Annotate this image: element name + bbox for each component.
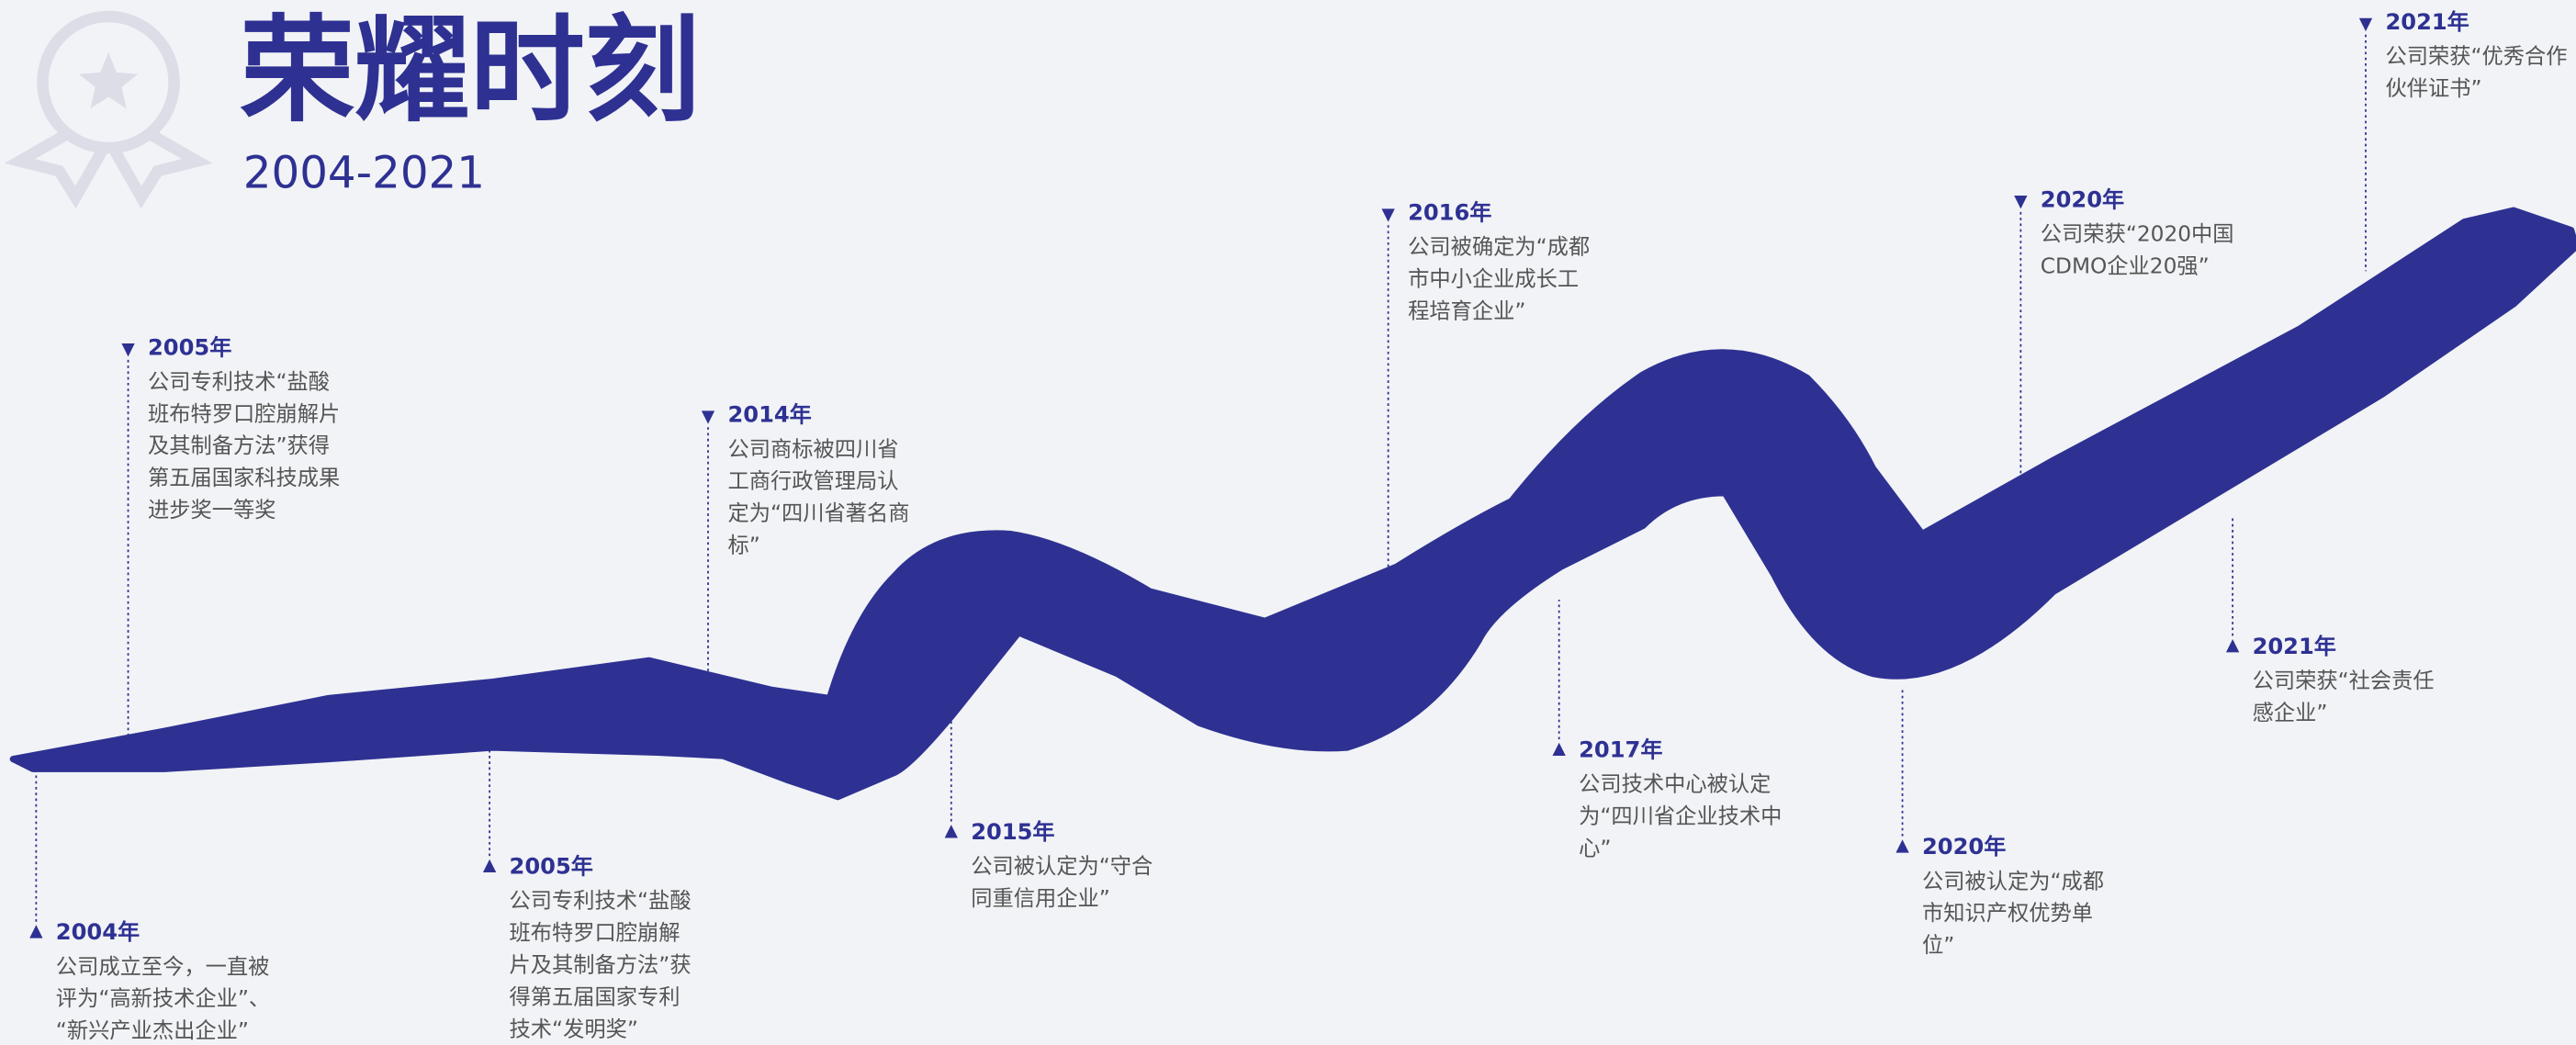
event-text: 定为“四川省著名商 — [727, 501, 909, 526]
event-text: 得第五届国家专利 — [510, 984, 681, 1009]
event-text: 技术“发明奖” — [510, 1017, 638, 1041]
event-text: 班布特罗口腔崩解片 — [148, 401, 340, 426]
timeline-event: 2005年公司专利技术“盐酸班布特罗口腔崩解片及其制备方法”获得第五届国家专利技… — [482, 747, 692, 1041]
event-text: 公司被认定为“守合 — [971, 854, 1153, 879]
event-text: 公司专利技术“盐酸 — [510, 889, 692, 914]
event-text: 市中小企业成长工 — [1408, 267, 1579, 292]
event-marker — [29, 925, 43, 938]
subtitle: 2004-2021 — [243, 148, 485, 199]
event-marker — [1552, 742, 1566, 757]
event-year: 2005年 — [510, 854, 593, 880]
event-year: 2017年 — [1579, 737, 1662, 763]
event-year: 2016年 — [1408, 200, 1491, 226]
event-text: 程培育企业” — [1408, 299, 1525, 324]
event-text: 公司荣获“社会责任 — [2253, 669, 2435, 693]
event-text: CDMO企业20强” — [2041, 253, 2210, 278]
event-text: 第五届国家科技成果 — [148, 466, 340, 490]
timeline-event: 2005年公司专利技术“盐酸班布特罗口腔崩解片及其制备方法”获得第五届国家科技成… — [121, 334, 340, 743]
event-text: 感企业” — [2253, 701, 2328, 725]
brush-stroke — [9, 207, 2576, 801]
event-text: 同重信用企业” — [971, 886, 1110, 911]
event-text: 公司荣获“2020中国 — [2041, 221, 2234, 246]
event-text: 标” — [727, 533, 759, 557]
event-text: 为“四川省企业技术中 — [1579, 804, 1782, 829]
event-text: 位” — [1922, 933, 1954, 958]
event-text: 公司被确定为“成都 — [1408, 235, 1590, 260]
event-text: 及其制备方法”获得 — [148, 433, 330, 458]
event-marker — [2014, 196, 2028, 209]
event-year: 2021年 — [2253, 634, 2336, 659]
title: 荣耀时刻 — [240, 4, 700, 138]
event-marker — [1381, 208, 1395, 222]
event-text: 班布特罗口腔崩解 — [510, 921, 681, 946]
event-year: 2020年 — [2041, 186, 2124, 212]
event-marker — [2225, 639, 2240, 653]
event-text: 公司专利技术“盐酸 — [148, 369, 330, 394]
event-marker — [482, 859, 497, 873]
event-marker — [701, 410, 715, 424]
event-text: 评为“高新技术企业”、 — [56, 986, 270, 1011]
event-text: 公司被认定为“成都 — [1922, 869, 2104, 893]
event-text: 心” — [1579, 836, 1611, 860]
event-marker — [1895, 839, 1909, 853]
event-year: 2020年 — [1922, 834, 2006, 860]
event-marker — [121, 343, 135, 357]
event-year: 2004年 — [56, 919, 140, 945]
event-text: 伙伴证书” — [2385, 76, 2481, 101]
event-year: 2021年 — [2385, 9, 2469, 35]
event-text: “新兴产业杰出企业” — [56, 1018, 249, 1043]
event-year: 2005年 — [148, 334, 231, 360]
event-text: 公司技术中心被认定 — [1579, 772, 1771, 797]
event-text: 片及其制备方法”获 — [510, 953, 692, 978]
event-year: 2015年 — [971, 819, 1054, 845]
event-year: 2014年 — [727, 402, 811, 428]
event-text: 进步奖一等奖 — [148, 498, 276, 522]
event-text: 市知识产权优势单 — [1922, 901, 2093, 926]
event-text: 公司荣获“优秀合作 — [2385, 44, 2567, 69]
event-text: 公司商标被四川省 — [727, 437, 898, 462]
event-marker — [944, 825, 958, 838]
event-marker — [2358, 17, 2373, 32]
event-text: 公司成立至今，一直被 — [56, 954, 270, 979]
event-text: 工商行政管理局认 — [727, 469, 898, 494]
award-icon — [4, 10, 213, 208]
